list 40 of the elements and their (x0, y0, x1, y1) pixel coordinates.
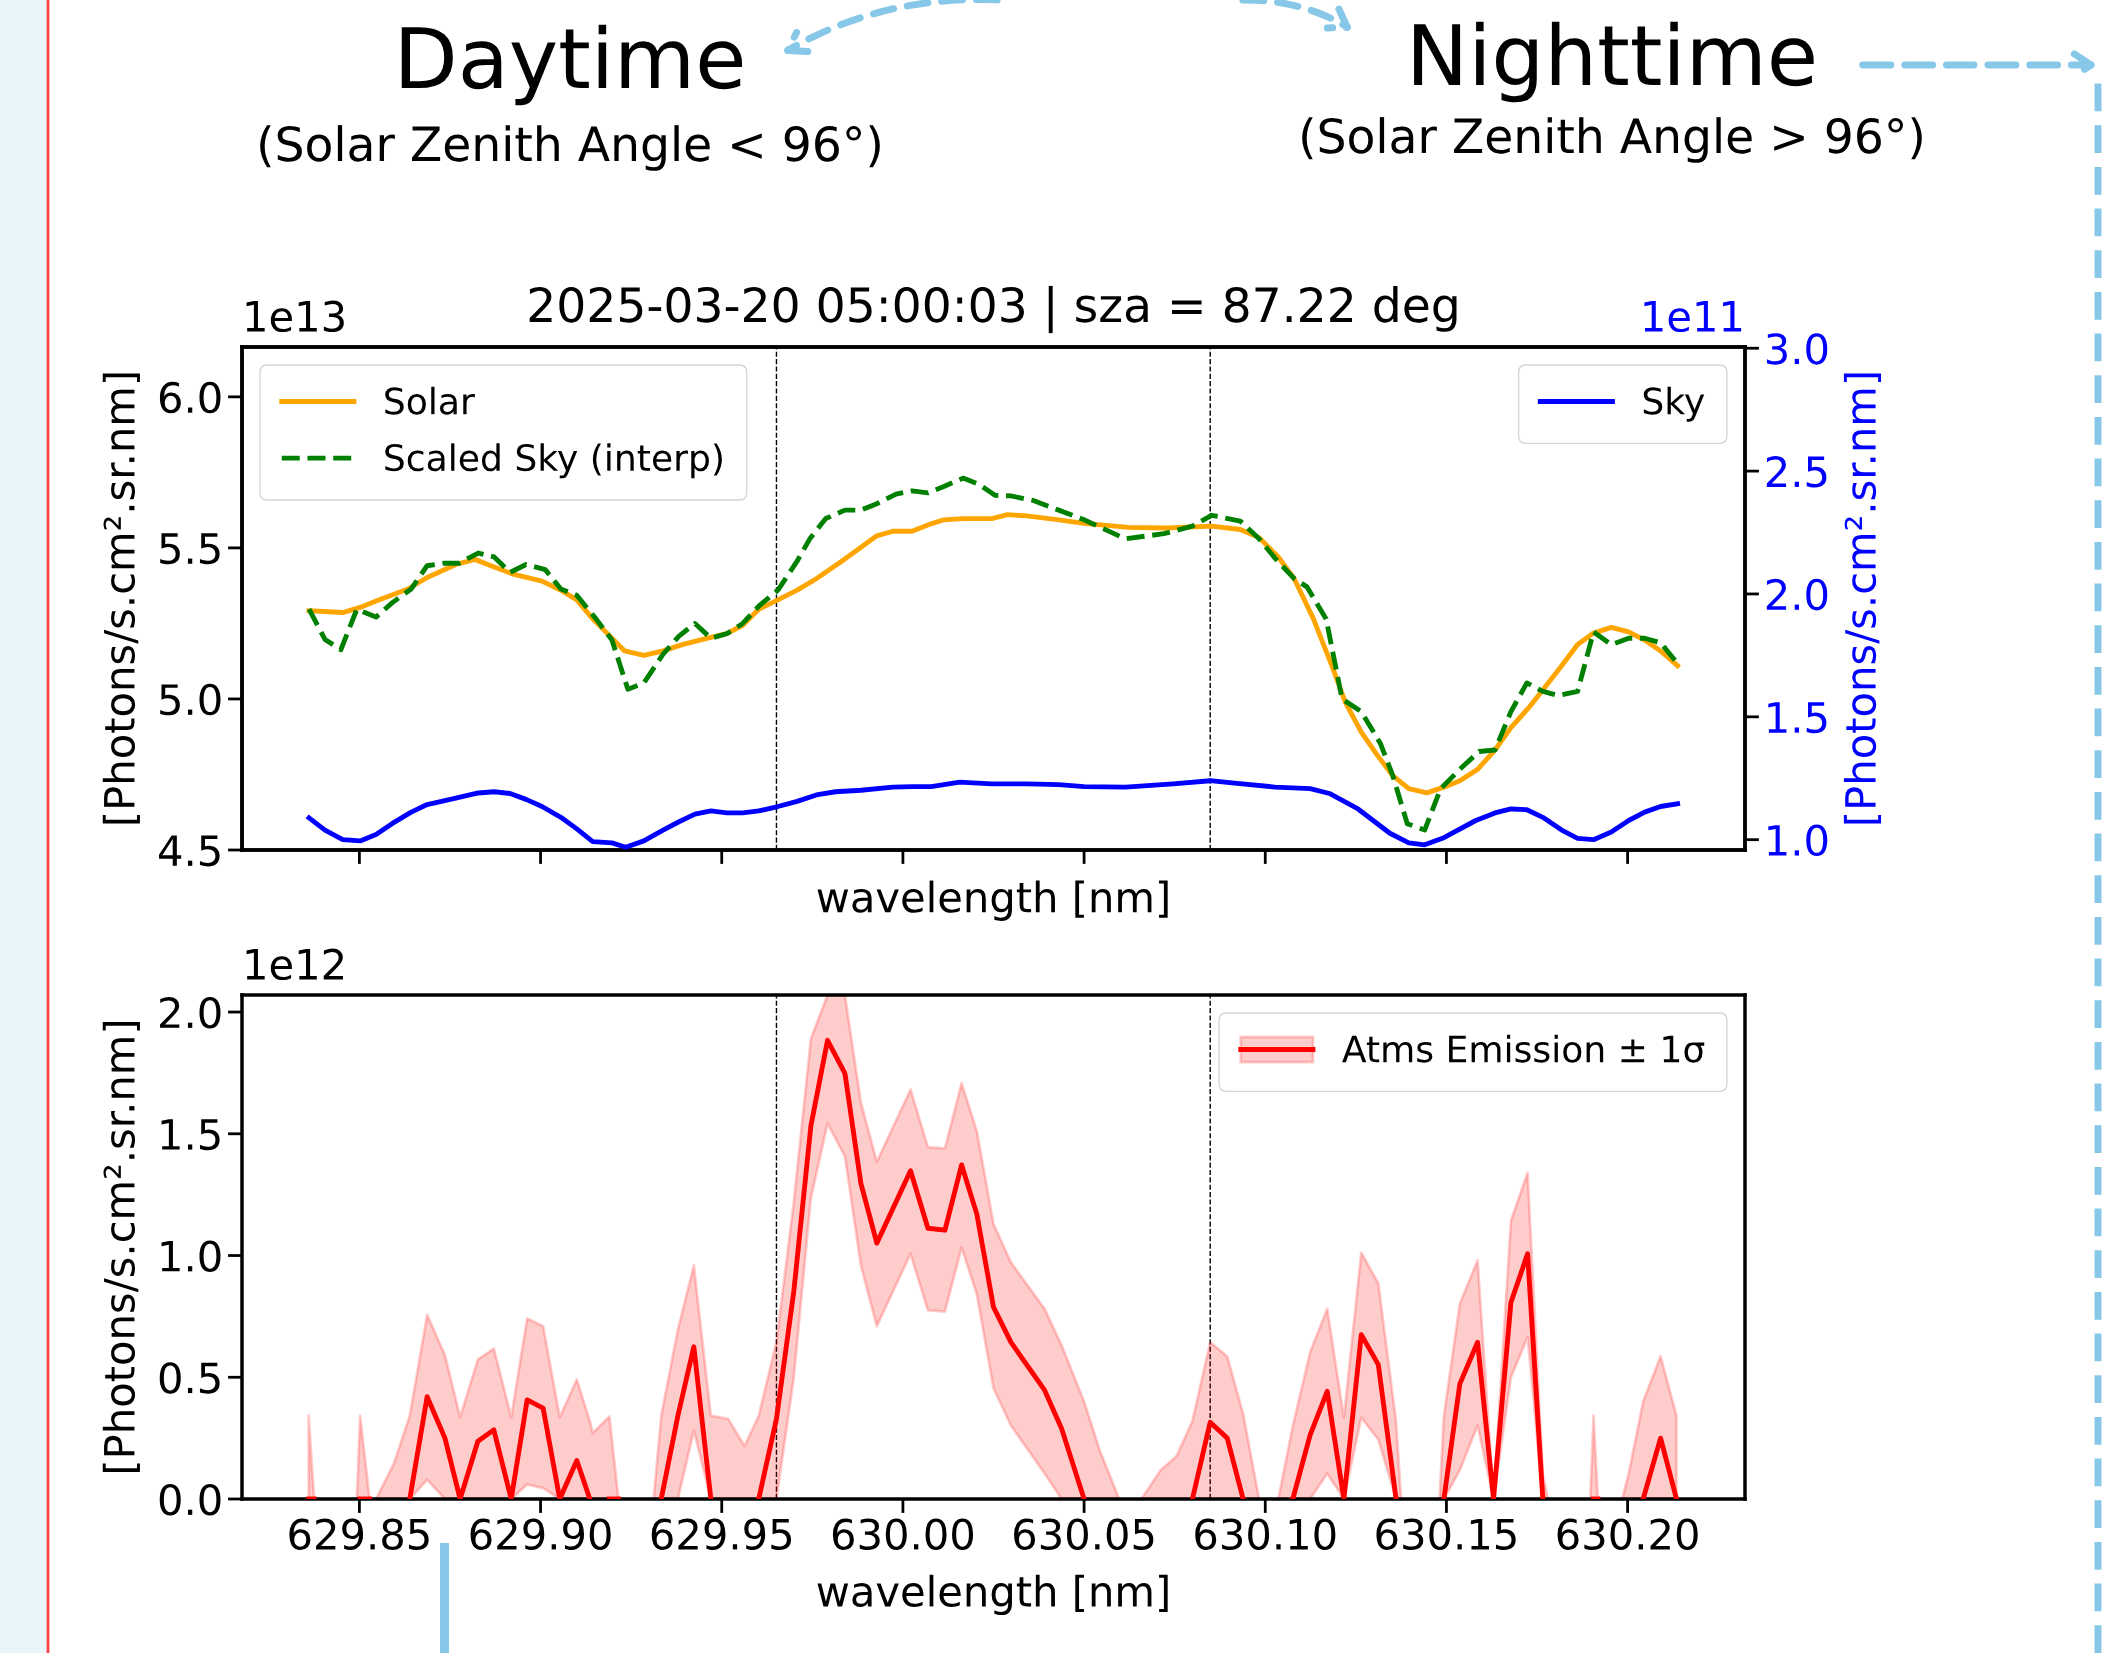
text: (Solar Zenith Angle < 96°) (260, 125, 880, 171)
y-axis-title: [Photons/s.cm².sr.nm] (102, 373, 140, 824)
line-series (306, 778, 1681, 850)
text: 1e13 (246, 300, 344, 333)
x-axis-title: wavelength [nm] (817, 1574, 1168, 1616)
legend-label: Scaled Sky (interp) (385, 443, 722, 479)
x-tick-label: 630.20 (1557, 1518, 1698, 1550)
text: Daytime (401, 24, 742, 106)
x-tick-label: 630.00 (832, 1518, 974, 1550)
text: (Solar Zenith Angle > 96°) (1302, 117, 1922, 163)
y2-tick-label: 2.0 (1766, 578, 1828, 611)
y-tick-label: 2.0 (160, 996, 221, 1029)
y-tick-label: 0.0 (159, 1483, 221, 1516)
y2-tick-label: 3.0 (1766, 333, 1828, 365)
y-tick-label: 1.5 (161, 1119, 220, 1151)
legend-label: Solar (385, 386, 475, 415)
x-tick-label: 629.95 (651, 1518, 791, 1550)
x-axis-title: wavelength [nm] (817, 880, 1168, 921)
y2-axis-title: [Photons/s.cm².sr.nm] (1843, 373, 1882, 824)
y2-tick-label: 2.5 (1766, 456, 1827, 488)
y-tick-label: 5.0 (160, 683, 221, 716)
y-tick-label: 5.5 (160, 533, 220, 565)
text: 1e11 (1644, 301, 1742, 333)
x-tick-label: 630.15 (1376, 1518, 1516, 1550)
x-tick-label: 629.90 (470, 1518, 611, 1550)
y2-tick-label: 1.5 (1768, 702, 1827, 734)
y-tick-label: 6.0 (159, 381, 221, 414)
y-axis-title: [Photons/s.cm².sr.nm] (102, 1021, 140, 1473)
y-tick-label: 4.5 (159, 835, 220, 867)
chart-title: 2025-03-20 05:00:03 | sza = 87.22 deg (529, 285, 1457, 334)
legend-label: Sky (1643, 386, 1705, 422)
x-tick-label: 630.05 (1014, 1518, 1154, 1550)
y-tick-label: 1.0 (161, 1240, 221, 1272)
text: 1e12 (246, 948, 343, 981)
text: Nighttime (1414, 21, 1814, 103)
y-tick-label: 0.5 (159, 1362, 220, 1394)
x-tick-label: 630.10 (1195, 1518, 1336, 1550)
y2-tick-label: 1.0 (1768, 824, 1828, 857)
x-tick-label: 629.85 (289, 1518, 429, 1550)
legend-label: Atms Emission ± 1σ (1342, 1034, 1705, 1063)
